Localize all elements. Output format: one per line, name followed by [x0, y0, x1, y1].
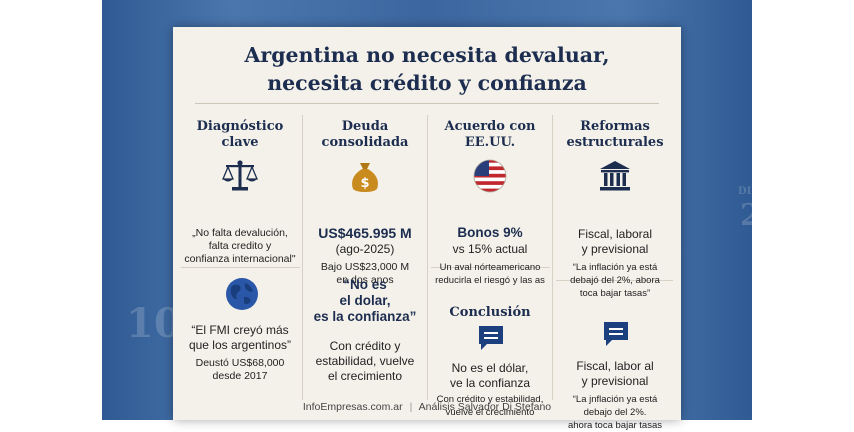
diagnostico-quote: „No falta devalución, falta credito y co…	[184, 227, 296, 265]
reformas-header: Reformas estructurales	[566, 119, 664, 150]
scales-icon	[222, 160, 258, 191]
acuerdo-note: Un aval nórteamericano reducirla el ries…	[435, 262, 545, 286]
column-reformas: Reformas estructurales Fiscal, laboral y…	[553, 113, 677, 431]
reformas-list: Fiscal, laboral y previsional	[577, 227, 653, 256]
conclusion-subtext: Con crédito y estabilidad, vueive el cre…	[436, 394, 544, 418]
slogan-subtext: Con crédito y estabilidad, vuelve el cre…	[315, 339, 415, 383]
chat-bubble-icon	[604, 322, 628, 346]
column-divider	[427, 115, 428, 400]
deuda-header: Deuda consolidada	[321, 119, 409, 150]
footer-author: Análisis Salvador Di Stefano	[418, 401, 552, 413]
us-flag-icon	[473, 159, 507, 193]
background-number-left: 10	[126, 300, 182, 347]
deuda-date: (ago-2025)	[335, 242, 395, 256]
footer-separator: |	[409, 401, 413, 413]
bonos-rate: Bonos 9%	[457, 225, 523, 240]
svg-text:$: $	[360, 176, 369, 191]
deuda-amount: US$465.995 M	[318, 225, 412, 241]
footer-credit: InfoEmpresas.com.ar | Análisis Salvador …	[173, 401, 681, 413]
globe-icon	[226, 278, 258, 310]
column-divider	[552, 115, 553, 400]
title-divider	[195, 103, 659, 104]
slogan-quote: “No es el dolar, es la confianza”	[313, 277, 417, 324]
acuerdo-header: Acuerdo con EE.UU.	[444, 119, 536, 150]
infographic-card: Argentina no necesita devaluar, necesita…	[173, 27, 681, 431]
reformas-lower: Fiscal, labor al y previsional	[576, 359, 654, 388]
page-title: Argentina no necesita devaluar, necesita…	[244, 43, 610, 95]
row-divider	[181, 267, 300, 268]
inflacion-quote: “La inflación ya está debajó del 2%, abo…	[570, 262, 660, 299]
column-acuerdo: Acuerdo con EE.UU. Bonos 9% vs 15% actua…	[428, 113, 552, 418]
conclusion-header: Conclusión	[449, 305, 531, 320]
fmi-cost: Deustó US$68,000 desde 2017	[195, 357, 285, 382]
government-building-icon	[600, 161, 630, 191]
deuda-note: Bajo US$23,000 M en dos anos	[320, 261, 410, 286]
row-divider	[556, 280, 673, 281]
background-number-right: 2	[740, 198, 761, 233]
bonos-compare: vs 15% actual	[452, 242, 528, 256]
conclusion-text: No es el dólar, ve la confianza	[449, 361, 531, 390]
column-deuda: Deuda consolidada $ US$465.995 M (ago-20…	[303, 113, 427, 403]
chat-bubble-icon	[479, 326, 503, 350]
footer-site: InfoEmpresas.com.ar	[302, 401, 403, 413]
background-text-right: DIP	[738, 186, 759, 197]
fmi-quote: “El FMI creyó más que los argentinos”	[188, 323, 292, 352]
diagnostico-header: Diagnóstico clave	[196, 119, 284, 150]
column-divider	[302, 115, 303, 400]
column-diagnostico: Diagnóstico clave „No falta devalución, …	[178, 113, 302, 403]
money-bag-icon: $	[352, 163, 378, 192]
row-divider	[431, 267, 550, 268]
